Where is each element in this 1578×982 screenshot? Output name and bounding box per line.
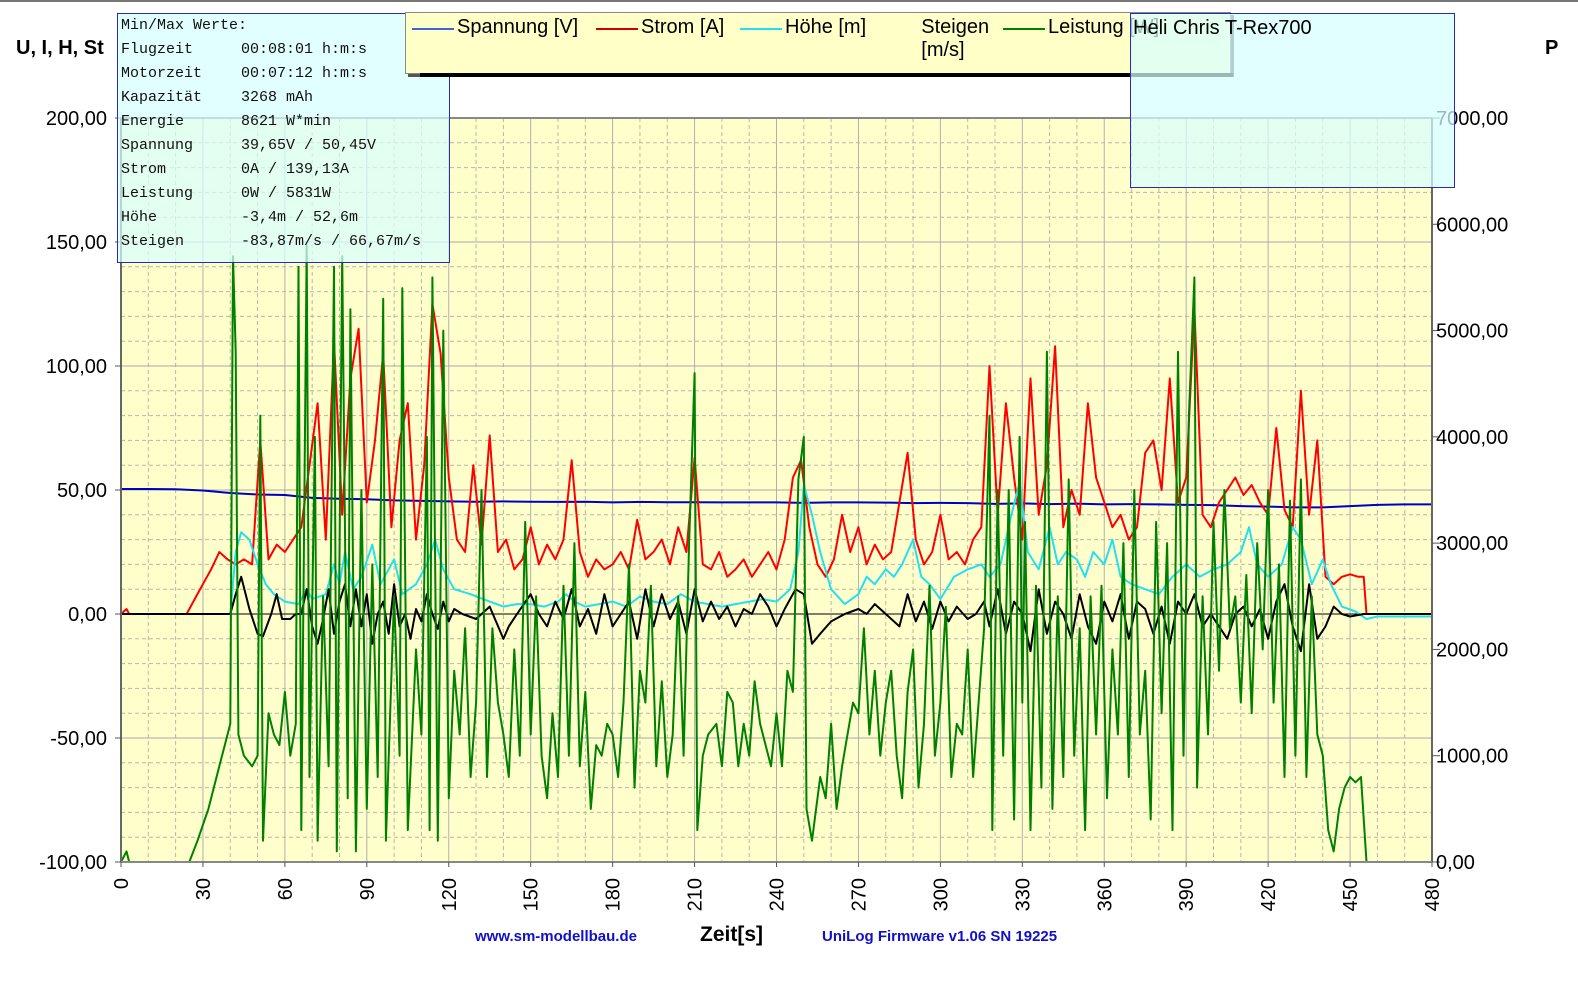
title-box: Heli Chris T-Rex700 <box>1130 13 1455 188</box>
website-link[interactable]: www.sm-modellbau.de <box>475 928 637 945</box>
y-tick-label: 0,00 <box>68 604 107 626</box>
legend-item-spannung: Spannung [V] <box>412 16 578 39</box>
x-tick-label: 450 <box>1340 878 1362 911</box>
legend-label: Höhe [m] <box>785 16 867 38</box>
info-key: Leistung <box>121 185 194 202</box>
y2-tick-label: 3000,00 <box>1436 533 1508 555</box>
series-line-3 <box>121 575 1432 653</box>
x-tick-label: 390 <box>1176 878 1198 911</box>
firmware-info: UniLog Firmware v1.06 SN 19225 <box>822 928 1058 945</box>
x-tick-label: 360 <box>1094 878 1116 911</box>
x-tick-label: 150 <box>521 878 543 911</box>
legend: Spannung [V] Strom [A] Höhe [m] Steigen … <box>405 12 1233 77</box>
y-tick-label: 200,00 <box>46 108 107 130</box>
info-value: 3268 mAh <box>241 89 314 106</box>
y-tick-label: -100,00 <box>39 852 107 874</box>
y2-tick-label: 0,00 <box>1436 852 1475 874</box>
legend-line <box>412 28 454 30</box>
legend-line <box>1003 28 1045 30</box>
y2-tick-label: 1000,00 <box>1436 746 1508 768</box>
y2-tick-label: 6000,00 <box>1436 214 1508 236</box>
info-key: Spannung <box>121 137 194 154</box>
legend-item-hoehe: Höhe [m] <box>740 16 866 39</box>
x-tick-label: 420 <box>1258 878 1280 911</box>
legend-line <box>596 28 638 30</box>
info-value: 0W / 5831W <box>241 185 332 202</box>
info-row: Motorzeit 00:07:12 h:m:s <box>121 65 367 89</box>
x-tick-label: 120 <box>439 878 461 911</box>
y2-tick-label: 5000,00 <box>1436 321 1508 343</box>
info-row: Leistung 0W / 5831W <box>121 185 331 209</box>
info-value: 0A / 139,13A <box>241 161 350 178</box>
min-max-info-box: Min/Max Werte: Flugzeit 00:08:01 h:m:s Mot… <box>117 13 450 263</box>
info-value: 00:07:12 h:m:s <box>241 65 368 82</box>
series-group <box>120 244 1432 863</box>
info-key: Höhe <box>121 209 158 226</box>
info-value: 8621 W*min <box>241 113 332 130</box>
info-row: Kapazität 3268 mAh <box>121 89 313 113</box>
info-row: Steigen -83,87m/s / 66,67m/s <box>121 233 421 257</box>
info-value: -3,4m / 52,6m <box>241 209 359 226</box>
left-axis-label: U, I, H, St <box>16 37 104 59</box>
info-key: Motorzeit <box>121 65 203 82</box>
y-tick-label: 150,00 <box>46 232 107 254</box>
x-tick-label: 300 <box>930 878 952 911</box>
info-key: Energie <box>121 113 185 130</box>
x-tick-label: 480 <box>1422 878 1444 911</box>
chart-title: Heli Chris T-Rex700 <box>1133 17 1312 39</box>
info-row: Flugzeit 00:08:01 h:m:s <box>121 41 367 65</box>
info-value: 39,65V / 50,45V <box>241 137 377 154</box>
info-key: Steigen <box>121 233 185 250</box>
y-tick-label: 50,00 <box>57 480 107 502</box>
x-axis-label: Zeit[s] <box>700 923 763 946</box>
info-key: Kapazität <box>121 89 203 106</box>
y-tick-label: -50,00 <box>50 728 107 750</box>
x-tick-label: 30 <box>193 878 215 900</box>
info-key: Strom <box>121 161 167 178</box>
legend-label: Spannung [V] <box>457 16 579 38</box>
legend-label: Strom [A] <box>641 16 725 38</box>
x-tick-label: 210 <box>685 878 707 911</box>
info-row: Höhe -3,4m / 52,6m <box>121 209 358 233</box>
legend-shadow <box>420 73 1233 77</box>
info-heading: Min/Max Werte: <box>121 17 248 34</box>
x-tick-label: 0 <box>111 878 133 889</box>
y2-tick-label: 2000,00 <box>1436 639 1508 661</box>
x-tick-label: 180 <box>603 878 625 911</box>
legend-label: Steigen [m/s] <box>921 16 990 61</box>
info-value: 00:08:01 h:m:s <box>241 41 368 58</box>
legend-line <box>878 28 918 30</box>
info-key: Flugzeit <box>121 41 194 58</box>
x-tick-label: 90 <box>357 878 379 900</box>
legend-line <box>740 28 782 30</box>
info-row: Strom 0A / 139,13A <box>121 161 349 185</box>
x-tick-label: 60 <box>275 878 297 900</box>
info-row: Energie 8621 W*min <box>121 113 331 137</box>
y2-tick-label: 4000,00 <box>1436 427 1508 449</box>
x-tick-label: 240 <box>767 878 789 911</box>
info-value: -83,87m/s / 66,67m/s <box>241 233 422 250</box>
x-tick-label: 330 <box>1012 878 1034 911</box>
y-tick-label: 100,00 <box>46 356 107 378</box>
legend-item-steigen: Steigen [m/s] <box>878 16 998 62</box>
info-row: Spannung 39,65V / 50,45V <box>121 137 376 161</box>
x-tick-label: 270 <box>848 878 870 911</box>
legend-item-strom: Strom [A] <box>596 16 724 39</box>
right-axis-label: P <box>1545 37 1558 59</box>
axes: -100,00 -50,00 0,00 50,00 100,00 150,00 200,00… <box>39 108 1508 911</box>
series-line-4 <box>120 244 1432 863</box>
